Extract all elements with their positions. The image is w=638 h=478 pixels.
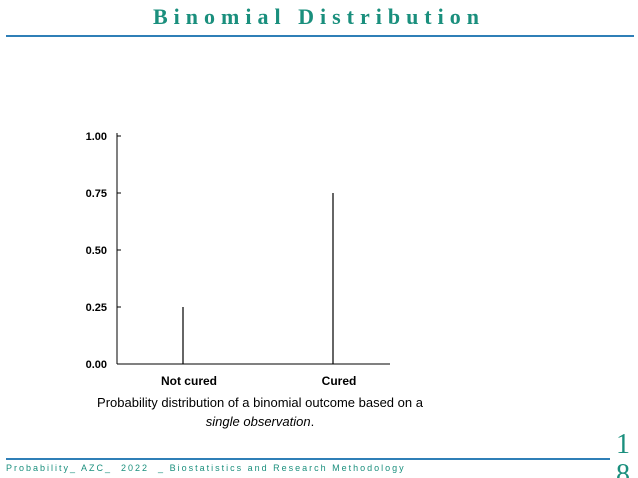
y-ticks: 0.00 0.25 0.50 0.75 1.00 [86,131,121,371]
y-tick-label: 0.50 [86,245,107,257]
caption-line-1: Probability distribution of a binomial o… [97,395,423,410]
caption-emphasis: single observation [205,414,311,429]
title-divider [6,35,634,37]
figure-caption: Probability distribution of a binomial o… [60,393,460,431]
page-number: 1 8 [616,430,630,478]
y-tick-label: 0.00 [86,359,107,371]
binomial-chart: 0.00 0.25 0.50 0.75 1.00 Not cured Cured [86,131,390,388]
caption-period: . [310,414,315,429]
bars [182,193,334,364]
y-tick-label: 0.75 [86,188,107,200]
footer-divider [6,458,610,460]
x-tick-labels: Not cured Cured [161,374,356,388]
slide-footer: Probability_ AZC_ 2022 _ Biostatistics a… [6,463,406,473]
slide-title: Binomial Distribution [153,4,485,29]
x-tick-label: Cured [322,374,357,388]
y-tick-label: 1.00 [86,131,107,143]
y-tick-label: 0.25 [86,302,107,314]
x-tick-label: Not cured [161,374,217,388]
caption-line-2: single observation. [60,412,460,431]
